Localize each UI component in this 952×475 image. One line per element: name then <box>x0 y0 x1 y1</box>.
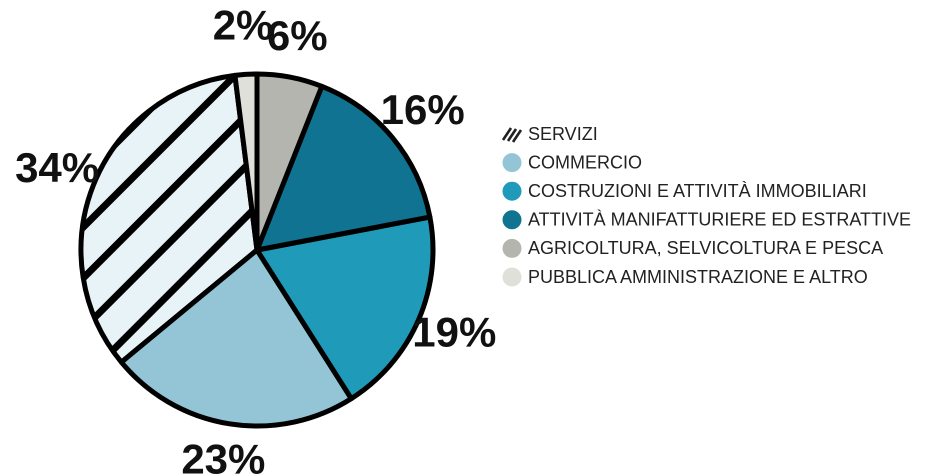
hatch-stroke <box>511 129 523 143</box>
data-label: 2% <box>213 2 274 49</box>
data-label: 16% <box>381 86 465 133</box>
data-label: 23% <box>181 435 265 475</box>
pie-slice <box>78 72 260 365</box>
legend-label: PUBBLICA AMMINISTRAZIONE E ALTRO <box>528 267 868 287</box>
data-label: 6% <box>267 12 328 59</box>
pie-slice <box>232 71 260 253</box>
legend-marker <box>502 181 522 201</box>
legend-marker <box>502 238 522 258</box>
legend-marker <box>502 267 522 287</box>
legend-label: SERVIZI <box>528 124 598 144</box>
hatch-stroke <box>506 128 518 142</box>
pie-slice <box>118 247 354 429</box>
pie-slice <box>254 214 436 402</box>
legend-label: ATTIVITÀ MANIFATTURIERE ED ESTRATTIVE <box>528 210 911 230</box>
data-label: 19% <box>412 308 496 355</box>
data-label: 34% <box>15 144 99 191</box>
legend-label: COSTRUZIONI E ATTIVITÀ IMMOBILIARI <box>528 181 867 201</box>
legend-marker <box>501 127 523 143</box>
pie-slice <box>254 83 433 253</box>
legend-marker <box>502 153 522 173</box>
hatch-stroke <box>501 127 513 141</box>
legend-label: AGRICOLTURA, SELVICOLTURA E PESCA <box>528 238 883 258</box>
legend-label: COMMERCIO <box>528 152 642 172</box>
legend-marker <box>502 210 522 230</box>
